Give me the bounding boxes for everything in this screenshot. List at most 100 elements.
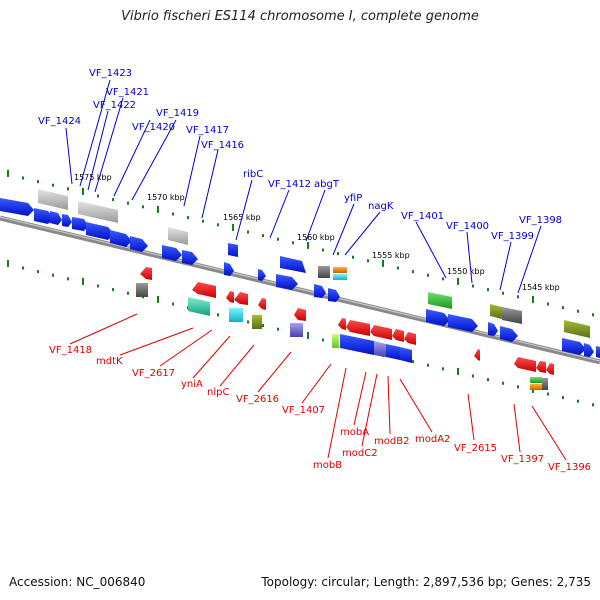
gene-forward[interactable] — [224, 262, 234, 276]
gene-label[interactable]: mdtK — [96, 356, 123, 367]
gene-pseudo[interactable] — [78, 201, 118, 223]
gene-label[interactable]: VF_1421 — [106, 87, 149, 98]
gene-forward[interactable] — [314, 284, 326, 298]
gene-reverse[interactable] — [294, 308, 306, 321]
gene-label[interactable]: VF_1412 — [268, 179, 311, 190]
gene-forward[interactable] — [500, 326, 518, 342]
gene-forward[interactable] — [426, 309, 450, 326]
gene-forward[interactable] — [276, 274, 298, 290]
gene-other[interactable] — [188, 297, 210, 316]
gene-forward[interactable] — [280, 256, 306, 273]
gene-label[interactable]: VF_1397 — [501, 454, 544, 465]
gene-reverse[interactable] — [140, 267, 152, 280]
gene-label[interactable]: VF_1401 — [401, 211, 444, 222]
gene-other[interactable] — [428, 292, 452, 309]
gene-reverse[interactable] — [536, 361, 546, 373]
gene-forward[interactable] — [584, 343, 594, 357]
gene-forward[interactable] — [50, 211, 62, 225]
gene-other[interactable] — [229, 308, 243, 322]
gene-label[interactable]: VF_1422 — [93, 100, 136, 111]
gene-reverse[interactable] — [258, 298, 266, 310]
gene-forward[interactable] — [596, 346, 600, 358]
gene-forward[interactable] — [448, 314, 478, 332]
gene-label[interactable]: yfiP — [344, 193, 362, 204]
gene-forward[interactable] — [110, 230, 132, 247]
gene-forward[interactable] — [0, 198, 34, 216]
gene-reverse[interactable] — [370, 325, 392, 340]
gene-other[interactable] — [290, 323, 303, 337]
gene-label[interactable]: modA2 — [415, 434, 450, 445]
topology-text: Topology: circular; Length: 2,897,536 bp… — [261, 575, 591, 589]
gene-forward[interactable] — [328, 288, 340, 302]
gene-other[interactable] — [136, 283, 148, 297]
gene-reverse-forward[interactable] — [374, 341, 386, 357]
gene-other[interactable] — [490, 304, 502, 319]
minor-tick — [112, 288, 114, 292]
gene-label[interactable]: VF_2616 — [236, 394, 279, 405]
gene-label[interactable]: mobA — [340, 427, 369, 438]
gene-label[interactable]: VF_1396 — [548, 462, 591, 473]
gene-forward[interactable] — [62, 214, 72, 227]
gene-label[interactable]: VF_1399 — [491, 231, 534, 242]
gene-label[interactable]: VF_2615 — [454, 443, 497, 454]
callout-line — [415, 221, 447, 279]
gene-pseudo[interactable] — [168, 227, 188, 245]
gene-other[interactable] — [333, 267, 347, 273]
gene-forward[interactable] — [130, 236, 148, 252]
gene-reverse-forward[interactable] — [340, 334, 374, 355]
gene-label[interactable]: nlpC — [207, 387, 229, 398]
gene-label[interactable]: yniA — [181, 379, 203, 390]
gene-forward[interactable] — [258, 269, 266, 281]
gene-reverse[interactable] — [192, 282, 216, 298]
major-tick — [307, 331, 309, 339]
gene-label[interactable]: nagK — [368, 201, 394, 212]
gene-label[interactable]: VF_1407 — [282, 405, 325, 416]
gene-other[interactable] — [530, 377, 542, 383]
gene-label[interactable]: VF_1420 — [132, 122, 175, 133]
gene-reverse-forward[interactable] — [386, 344, 400, 360]
gene-forward[interactable] — [86, 222, 114, 240]
gene-reverse[interactable] — [404, 332, 416, 345]
gene-forward[interactable] — [488, 322, 498, 336]
gene-reverse[interactable] — [234, 292, 248, 305]
gene-other[interactable] — [564, 320, 590, 338]
gene-other[interactable] — [332, 334, 339, 348]
gene-reverse[interactable] — [514, 357, 536, 372]
gene-other[interactable] — [502, 307, 522, 324]
gene-other[interactable] — [318, 266, 330, 278]
gene-label[interactable]: abgT — [314, 179, 340, 190]
gene-reverse[interactable] — [392, 329, 404, 342]
gene-other[interactable] — [252, 315, 262, 329]
minor-tick — [577, 309, 579, 313]
gene-reverse[interactable] — [474, 349, 480, 361]
gene-label[interactable]: VF_1400 — [446, 221, 489, 232]
gene-label[interactable]: modC2 — [342, 448, 378, 459]
gene-pseudo[interactable] — [38, 189, 68, 210]
gene-label[interactable]: VF_2617 — [132, 368, 175, 379]
gene-reverse[interactable] — [226, 291, 234, 303]
gene-forward[interactable] — [182, 250, 198, 265]
gene-label[interactable]: VF_1424 — [38, 116, 81, 127]
gene-label[interactable]: VF_1417 — [186, 125, 229, 136]
gene-forward[interactable] — [72, 217, 88, 231]
gene-label[interactable]: VF_1418 — [49, 345, 92, 356]
gene-label[interactable]: modB2 — [374, 436, 409, 447]
major-tick — [532, 295, 534, 303]
gene-other[interactable] — [542, 378, 548, 390]
gene-label[interactable]: VF_1416 — [201, 140, 244, 151]
gene-forward[interactable] — [162, 245, 182, 261]
gene-label[interactable]: ribC — [243, 169, 263, 180]
gene-reverse[interactable] — [346, 320, 370, 336]
gene-forward[interactable] — [228, 243, 238, 257]
gene-forward[interactable] — [562, 338, 586, 355]
gene-label[interactable]: VF_1398 — [519, 215, 562, 226]
gene-other[interactable] — [333, 274, 347, 280]
gene-reverse[interactable] — [546, 363, 554, 375]
gene-label[interactable]: VF_1419 — [156, 108, 199, 119]
gene-reverse-forward[interactable] — [400, 347, 412, 363]
gene-reverse[interactable] — [338, 318, 346, 330]
gene-other[interactable] — [530, 384, 542, 390]
gene-label[interactable]: mobB — [313, 460, 342, 471]
gene-forward[interactable] — [34, 208, 54, 224]
gene-label[interactable]: VF_1423 — [89, 68, 132, 79]
